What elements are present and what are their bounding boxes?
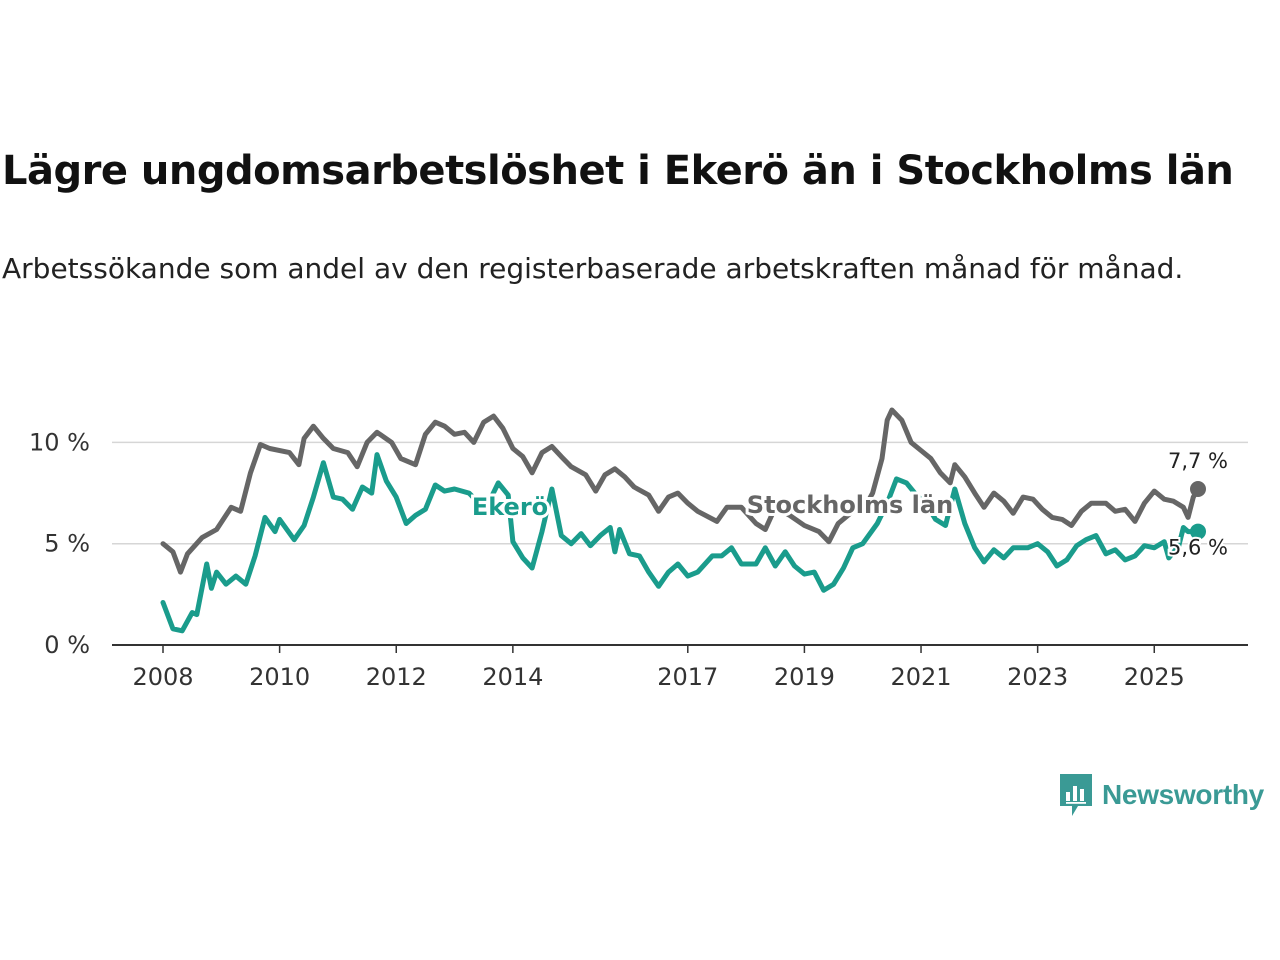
y-tick-label: 5 % <box>44 530 90 558</box>
brand-name: Newsworthy <box>1102 779 1264 810</box>
x-tick-label: 2008 <box>132 663 193 691</box>
x-tick-label: 2010 <box>249 663 310 691</box>
series-label: Stockholms län <box>747 491 953 519</box>
x-tick-label: 2021 <box>890 663 951 691</box>
x-tick-label: 2023 <box>1007 663 1068 691</box>
series-label: Ekerö <box>472 493 548 521</box>
series-line-stockholms-lan <box>160 407 1201 575</box>
x-tick-label: 2012 <box>366 663 427 691</box>
chart-title: Lägre ungdomsarbetslöshet i Ekerö än i S… <box>2 148 1234 194</box>
x-tick-label: 2025 <box>1124 663 1185 691</box>
series-end-point <box>1190 481 1206 498</box>
series-end-label: 5,6 % <box>1168 536 1228 560</box>
brand-logo: Newsworthy <box>1058 772 1264 818</box>
y-tick-label: 10 % <box>29 428 90 456</box>
line-chart: 0 % 5 % 10 % 2008 2010 2012 2014 2017 2019 2021 20… <box>29 407 1248 691</box>
chart-subtitle: Arbetssökande som andel av den registerb… <box>2 252 1184 285</box>
series-end-label: 7,7 % <box>1168 449 1228 473</box>
y-tick-label: 0 % <box>44 631 90 659</box>
x-tick-label: 2017 <box>657 663 718 691</box>
x-tick-label: 2019 <box>774 663 835 691</box>
series-line-ekero <box>160 452 1201 634</box>
x-tick-label: 2014 <box>482 663 543 691</box>
newsworthy-logo-icon <box>1060 774 1092 816</box>
series-end-point <box>1190 523 1206 540</box>
